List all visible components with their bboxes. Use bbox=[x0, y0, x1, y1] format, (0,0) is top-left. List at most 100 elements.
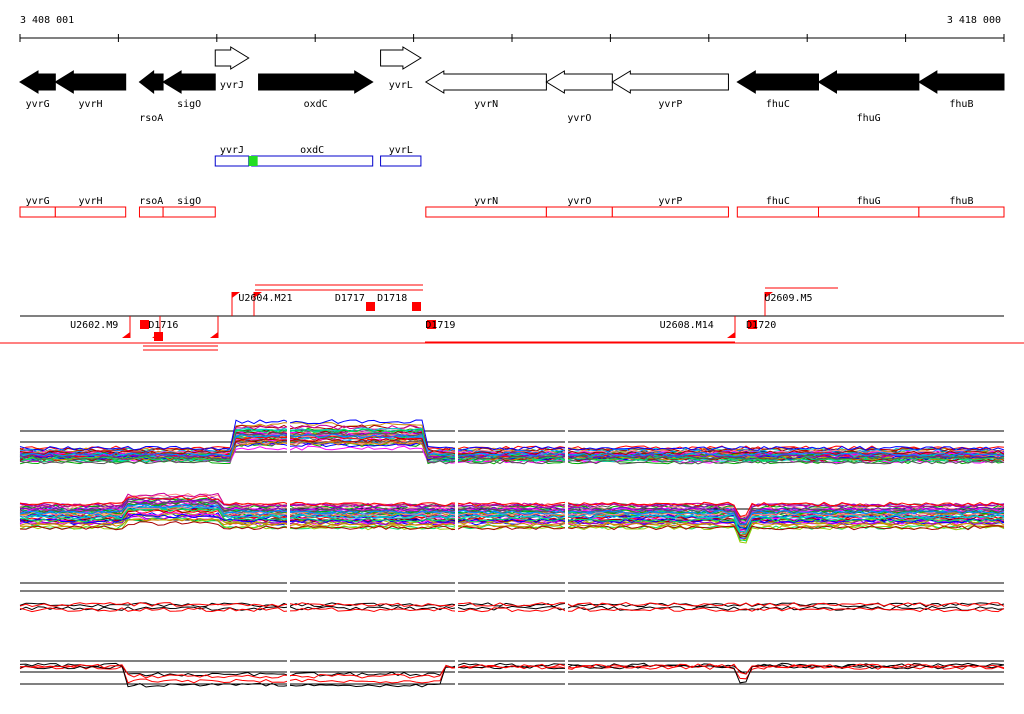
feature-label: U2602.M9 bbox=[70, 320, 118, 331]
profile-panel-2-gap bbox=[455, 469, 458, 559]
gene-label: yvrP bbox=[658, 99, 682, 110]
expression-profiles bbox=[19, 391, 1005, 711]
feature-label: U2608.M14 bbox=[660, 320, 714, 331]
transcript-label: yvrJ bbox=[220, 145, 244, 156]
profile-panel-2-gap bbox=[565, 469, 568, 559]
gene-box-label: yvrG bbox=[26, 196, 50, 207]
gene-arrow bbox=[54, 70, 127, 94]
gene-label: yvrN bbox=[474, 99, 498, 110]
gene-arrow bbox=[380, 46, 422, 70]
coordinate-ruler: 3 408 001 3 418 000 bbox=[19, 15, 1005, 42]
profile-panel-3-gap bbox=[455, 543, 458, 633]
gene-box-label: fhuB bbox=[949, 196, 973, 207]
gene-box bbox=[918, 206, 1005, 218]
profile-panel-2-trace bbox=[19, 495, 1005, 518]
feature-label: U2609.M5 bbox=[764, 293, 812, 304]
profile-panel-1-trace bbox=[19, 419, 1005, 451]
gene-box bbox=[138, 206, 164, 218]
promoter-flag bbox=[727, 332, 735, 338]
profile-panel-4-trace bbox=[20, 663, 1005, 679]
gene-box-label: yvrO bbox=[567, 196, 591, 207]
profile-panel-4-gap bbox=[455, 621, 458, 711]
gene-arrow bbox=[162, 70, 216, 94]
gene-label: yvrO bbox=[567, 113, 591, 124]
profile-panel-2-trace bbox=[19, 517, 1005, 536]
profile-panel-3-trace bbox=[19, 602, 1005, 608]
profile-panel-2-gap bbox=[287, 469, 290, 559]
gene-box-track: yvrG yvrH rsoA sigO yvrN yvrO yvrP fhuC fhuG fhuB bbox=[19, 196, 1005, 218]
terminator-marker bbox=[366, 302, 375, 311]
gene-arrow bbox=[258, 70, 374, 94]
gene-arrow-track: yvrG yvrH rsoA sigO yvrJ oxdC yvrL yvrN yvrO yvrP… bbox=[19, 46, 1005, 124]
gene-arrow bbox=[214, 46, 250, 70]
gene-box bbox=[545, 206, 613, 218]
transcript-box bbox=[214, 155, 250, 167]
promoter-flag bbox=[254, 292, 262, 298]
gene-box bbox=[817, 206, 920, 218]
gene-box bbox=[736, 206, 819, 218]
transcript-box bbox=[380, 155, 422, 167]
profile-panel-2-trace bbox=[19, 505, 1005, 527]
feature-label: D1717 bbox=[335, 293, 365, 304]
promoter-flag bbox=[152, 332, 160, 338]
feature-label: D1719 bbox=[425, 320, 455, 331]
gene-box bbox=[162, 206, 216, 218]
gene-label: fhuB bbox=[949, 99, 973, 110]
gene-label: oxdC bbox=[304, 99, 328, 110]
feature-label: D1720 bbox=[746, 320, 776, 331]
transcript-box-track: yvrJ oxdC yvrL bbox=[214, 145, 422, 167]
gene-label: yvrG bbox=[26, 99, 50, 110]
profile-panel-4-gap bbox=[565, 621, 568, 711]
profile-panel-1-trace bbox=[19, 437, 1005, 456]
profile-panel-4-gap bbox=[287, 621, 290, 711]
feature-track: U2604.M21 D1717 D1718 U2609.M5 U2602.M9 D1716… bbox=[0, 284, 1024, 351]
profile-panel-2-trace bbox=[19, 508, 1005, 538]
promoter-flag bbox=[232, 292, 240, 298]
gene-arrow bbox=[19, 70, 56, 94]
gene-box-label: sigO bbox=[177, 196, 201, 207]
terminator-marker bbox=[140, 320, 149, 329]
ruler-start-label: 3 408 001 bbox=[20, 15, 74, 26]
transcript-box bbox=[251, 155, 374, 167]
profile-panel-1-gap bbox=[565, 391, 568, 481]
gene-box-label: yvrH bbox=[78, 196, 102, 207]
gene-box bbox=[425, 206, 547, 218]
gene-arrow bbox=[917, 70, 1005, 94]
profile-panel-1-gap bbox=[455, 391, 458, 481]
profile-panel-3-trace bbox=[19, 601, 1005, 608]
ruler-ticks bbox=[19, 34, 1005, 42]
gene-box-label: yvrP bbox=[658, 196, 682, 207]
gene-label: yvrL bbox=[389, 80, 413, 91]
profile-panel-3-trace bbox=[19, 605, 1005, 611]
gene-label: fhuC bbox=[766, 99, 790, 110]
terminator-marker bbox=[748, 320, 757, 329]
profile-panel-3-trace bbox=[19, 607, 1005, 613]
feature-label: U2604.M21 bbox=[238, 293, 292, 304]
gene-box-label: rsoA bbox=[139, 196, 163, 207]
gene-arrow bbox=[138, 69, 164, 95]
gene-label: yvrJ bbox=[220, 80, 244, 91]
gene-label: yvrH bbox=[78, 99, 102, 110]
gene-arrow bbox=[817, 70, 920, 94]
terminator-marker bbox=[427, 320, 436, 329]
feature-label: D1716 bbox=[148, 320, 178, 331]
gene-arrow bbox=[736, 70, 819, 94]
gene-box bbox=[54, 206, 127, 218]
ruler-end-label: 3 418 000 bbox=[947, 15, 1001, 26]
promoter-flag bbox=[765, 292, 773, 298]
gene-label: fhuG bbox=[857, 113, 881, 124]
profile-panel-1-trace bbox=[19, 445, 1005, 464]
gene-box bbox=[19, 206, 56, 218]
feature-label: D1718 bbox=[377, 293, 407, 304]
transcript-label: yvrL bbox=[389, 145, 413, 156]
promoter-flag bbox=[210, 332, 218, 338]
profile-panel-1-trace bbox=[19, 439, 1005, 465]
profile-panel-2-trace bbox=[20, 508, 1005, 538]
gene-arrow bbox=[424, 70, 547, 94]
profile-panel-2-trace bbox=[19, 503, 1005, 526]
profile-panel-2-trace bbox=[19, 521, 1005, 538]
profile-panel-1-gap bbox=[287, 391, 290, 481]
profile-panel-2-trace bbox=[19, 507, 1005, 523]
profile-panel-2-trace bbox=[19, 513, 1005, 530]
